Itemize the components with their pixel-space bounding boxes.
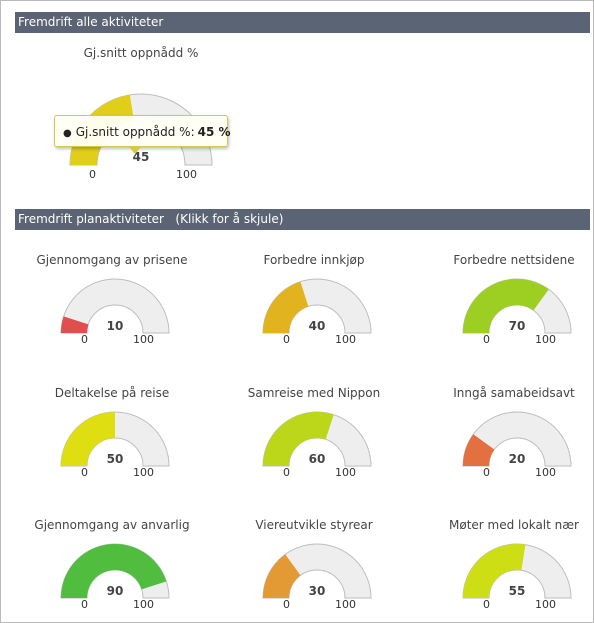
gauge-value: 60 [308, 452, 326, 466]
gauge-max: 100 [535, 333, 556, 346]
gauge-graphic [60, 411, 170, 467]
gauge-tooltip: ● Gj.snitt oppnådd %: 45 % [54, 115, 231, 147]
section-header-all: Fremdrift alle aktiviteter [15, 12, 590, 33]
gauge-max: 100 [133, 333, 154, 346]
gauge-title: Gj.snitt oppnådd % [83, 46, 199, 60]
gauge-fill [463, 544, 526, 598]
gauge-fill [463, 434, 495, 466]
gauge-title: Gjennomgang av prisene [36, 253, 188, 267]
plan-gauge: Viereutvikle styrear 30 0 100 [234, 518, 394, 622]
gauge-value: 90 [106, 584, 124, 598]
gauge-max: 100 [535, 466, 556, 479]
gauge-fill [61, 412, 115, 466]
gauge-track [60, 278, 170, 334]
plan-gauge: Gjennomgang av prisene 10 0 100 [32, 253, 192, 363]
gauge-min: 0 [89, 168, 96, 181]
plan-gauge: Forbedre nettsidene 70 0 100 [434, 253, 593, 363]
plan-gauge: Deltakelse på reise 50 0 100 [32, 386, 192, 496]
tooltip-label: Gj.snitt oppnådd %: [75, 125, 195, 139]
section-header-plan[interactable]: Fremdrift planaktiviteter (Klikk for å s… [15, 209, 590, 230]
gauge-min: 0 [283, 333, 290, 346]
gauge-title: Forbedre nettsidene [453, 253, 575, 267]
gauge-min: 0 [81, 598, 88, 611]
gauge-graphic [60, 278, 170, 334]
plan-gauge: Møter med lokalt nær 55 0 100 [434, 518, 593, 622]
gauge-title: Viereutvikle styrear [255, 518, 373, 532]
gauge-fill [263, 554, 301, 598]
gauge-min: 0 [483, 333, 490, 346]
gauge-title: Gjennomgang av anvarlig [34, 518, 190, 532]
gauge-max: 100 [176, 168, 197, 181]
gauge-graphic [462, 543, 572, 599]
gauge-fill [61, 316, 89, 333]
gauge-min: 0 [283, 466, 290, 479]
plan-gauge: Forbedre innkjøp 40 0 100 [234, 253, 394, 363]
gauge-fill [263, 412, 334, 466]
gauge-value: 55 [508, 584, 526, 598]
gauge-graphic [462, 278, 572, 334]
gauge-min: 0 [283, 598, 290, 611]
tooltip-value: 45 % [197, 125, 231, 139]
plan-gauge: Inngå samabeidsavt 20 0 100 [434, 386, 593, 496]
gauge-graphic [262, 411, 372, 467]
gauge-fill [463, 279, 549, 333]
tooltip-arrow-icon [129, 147, 141, 154]
gauge-value: 10 [106, 319, 124, 333]
gauge-title: Møter med lokalt nær [449, 518, 579, 532]
plan-gauge: Samreise med Nippon 60 0 100 [234, 386, 394, 496]
gauge-max: 100 [133, 598, 154, 611]
gauge-title: Deltakelse på reise [54, 386, 170, 400]
gauge-title: Forbedre innkjøp [263, 253, 365, 267]
gauge-graphic [262, 543, 372, 599]
gauge-max: 100 [335, 466, 356, 479]
gauge-min: 0 [81, 466, 88, 479]
gauge-value: 20 [508, 452, 526, 466]
gauge-min: 0 [483, 598, 490, 611]
gauge-max: 100 [535, 598, 556, 611]
gauge-title: Inngå samabeidsavt [453, 386, 575, 400]
plan-gauge: Gjennomgang av anvarlig 90 0 100 [32, 518, 192, 622]
gauge-max: 100 [133, 466, 154, 479]
gauge-fill [61, 544, 167, 598]
gauge-min: 0 [483, 466, 490, 479]
gauge-value: 70 [508, 319, 526, 333]
gauge-value: 40 [308, 319, 326, 333]
gauge-graphic [262, 278, 372, 334]
gauge-min: 0 [81, 333, 88, 346]
tooltip-bullet-icon: ● [63, 128, 72, 139]
gauge-graphic [462, 411, 572, 467]
gauge-value: 30 [308, 584, 326, 598]
gauge-max: 100 [335, 333, 356, 346]
gauge-value: 50 [106, 452, 124, 466]
gauge-title: Samreise med Nippon [247, 386, 381, 400]
gauge-fill [263, 281, 309, 333]
gauge-graphic [60, 543, 170, 599]
gauge-max: 100 [335, 598, 356, 611]
